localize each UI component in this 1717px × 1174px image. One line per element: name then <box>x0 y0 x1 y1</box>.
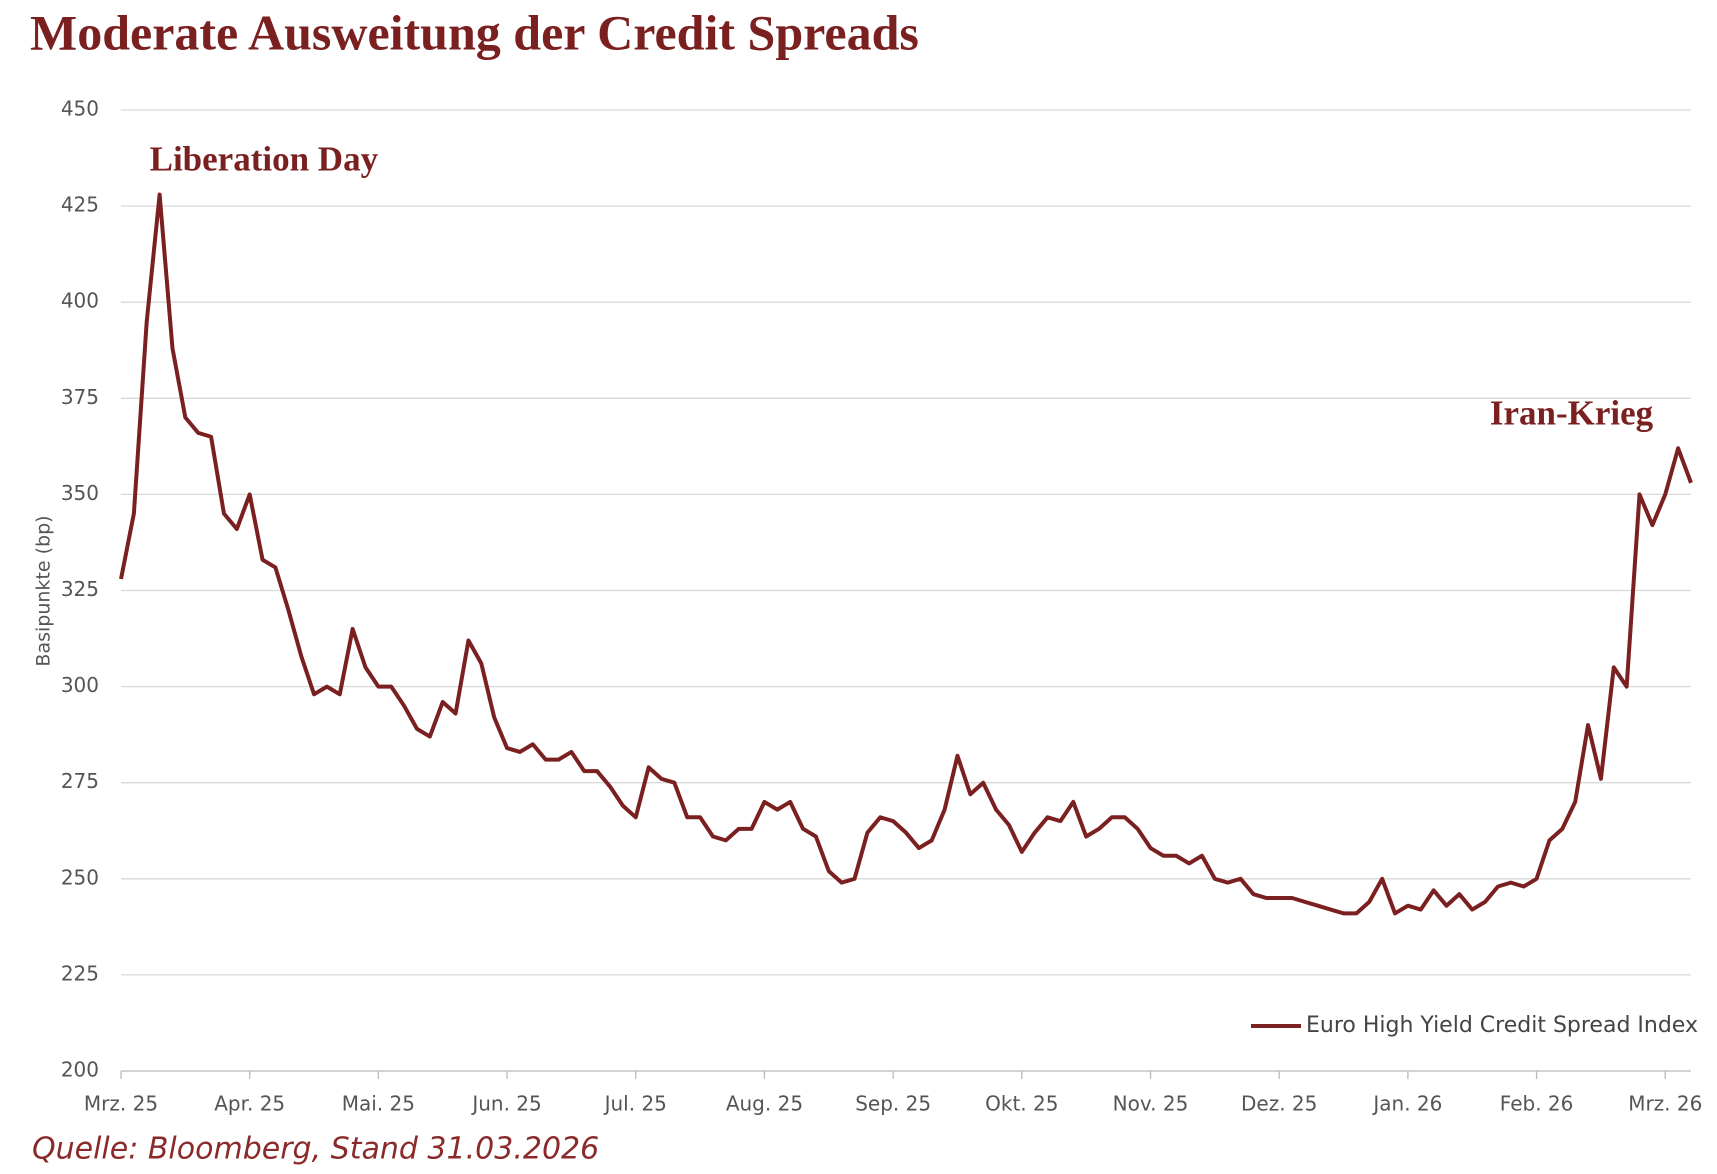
y-tick-label: 450 <box>61 97 99 121</box>
x-tick-label: Mrz. 26 <box>1628 1092 1702 1116</box>
source: Quelle: Bloomberg, Stand 31.03.2026 <box>32 1132 599 1167</box>
y-tick-label: 375 <box>61 385 99 409</box>
y-tick-label: 325 <box>61 577 99 601</box>
y-axis-label: Basipunkte (bp) <box>33 515 55 666</box>
y-tick-label: 275 <box>61 769 99 793</box>
x-tick-label: Feb. 26 <box>1500 1092 1574 1116</box>
y-tick-label: 400 <box>61 289 99 313</box>
x-tick-label: Apr. 25 <box>214 1092 285 1116</box>
x-tick-label: Nov. 25 <box>1113 1092 1189 1116</box>
chart-title: Moderate Ausweitung der Credit Spreads <box>30 4 919 60</box>
x-tick-label: Jan. 26 <box>1371 1092 1442 1116</box>
x-tick-label: Mrz. 25 <box>84 1092 158 1116</box>
y-tick-label: 425 <box>61 193 99 217</box>
y-tick-label: 225 <box>61 961 99 985</box>
y-tick-label: 300 <box>61 673 99 697</box>
line <box>119 192 1693 916</box>
x-tick-label: Jul. 25 <box>603 1092 667 1116</box>
x-tick-label: Dez. 25 <box>1241 1092 1317 1116</box>
x-tick-label: Okt. 25 <box>985 1092 1058 1116</box>
x-tick-label: Aug. 25 <box>726 1092 803 1116</box>
legend-label: Euro High Yield Credit Spread Index <box>1306 1013 1698 1038</box>
annotation: Iran-Krieg <box>1490 393 1654 432</box>
y-tick-label: 250 <box>61 865 99 889</box>
y-tick-label: 200 <box>61 1058 99 1082</box>
y-tick-label: 350 <box>61 481 99 505</box>
x-tick-label: Sep. 25 <box>855 1092 931 1116</box>
x-tick-label: Mai. 25 <box>342 1092 415 1116</box>
x-tick-label: Jun. 25 <box>470 1092 541 1116</box>
annotation: Liberation Day <box>150 140 379 179</box>
